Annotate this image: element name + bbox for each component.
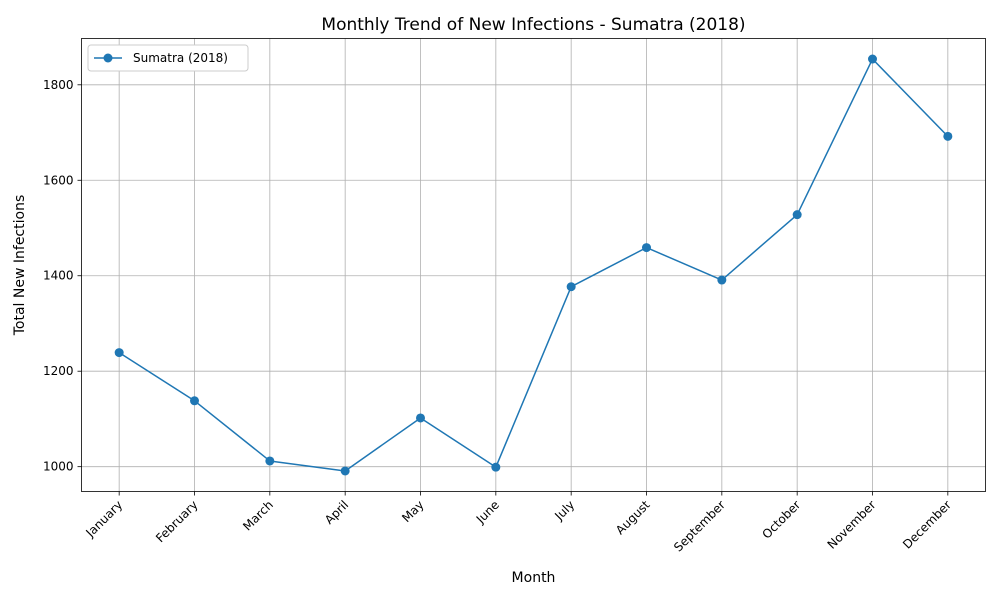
y-tick-label: 1600: [43, 173, 74, 187]
series-layer: [114, 54, 953, 476]
data-point: [190, 396, 199, 406]
data-point: [114, 348, 124, 358]
y-tick-label: 1800: [43, 78, 74, 92]
data-point: [265, 456, 275, 466]
data-point: [416, 413, 425, 423]
y-tick-label: 1000: [43, 460, 74, 474]
data-point: [792, 210, 802, 220]
legend-box: [87, 44, 249, 72]
grid: [81, 38, 986, 492]
data-point: [491, 462, 501, 472]
plot-frame: [81, 38, 986, 492]
data-point: [566, 282, 576, 292]
y-tick-label: 1200: [43, 364, 74, 378]
chart-title: Monthly Trend of New Infections - Sumatr…: [321, 15, 745, 35]
x-axis-title: Month: [512, 570, 556, 586]
data-point: [642, 243, 651, 253]
data-point: [340, 466, 350, 476]
data-point: [717, 275, 727, 285]
series-line: [118, 58, 949, 472]
legend: Sumatra (2018): [87, 44, 249, 72]
data-point: [943, 131, 953, 141]
legend-label: Sumatra (2018): [133, 51, 228, 65]
data-point: [868, 54, 877, 64]
y-axis-title: Total New Infections: [12, 195, 28, 337]
legend-marker-sample: [103, 53, 113, 63]
y-tick-label: 1400: [43, 269, 74, 283]
